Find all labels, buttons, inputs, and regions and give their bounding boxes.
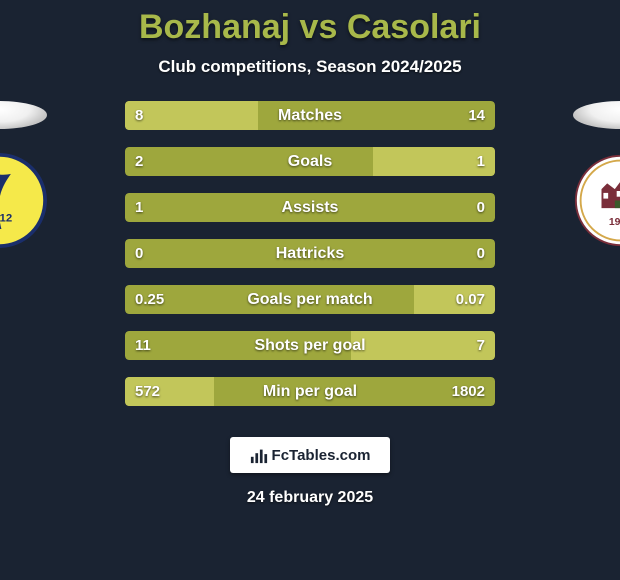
footer-date: 24 february 2025 xyxy=(0,489,620,507)
stat-label: Hattricks xyxy=(125,239,495,268)
page-subtitle: Club competitions, Season 2024/2025 xyxy=(0,57,620,77)
stat-label: Matches xyxy=(125,101,495,130)
player-left-ellipse xyxy=(0,101,47,129)
stat-label: Assists xyxy=(125,193,495,222)
stat-label: Goals per match xyxy=(125,285,495,314)
stat-label: Goals xyxy=(125,147,495,176)
svg-text:1973: 1973 xyxy=(609,217,620,228)
svg-text:1912: 1912 xyxy=(0,212,12,224)
stat-label: Shots per goal xyxy=(125,331,495,360)
stat-row: 21Goals xyxy=(125,147,495,176)
stat-label: Min per goal xyxy=(125,377,495,406)
stat-row: 0.250.07Goals per match xyxy=(125,285,495,314)
team-badge-left: 1912 xyxy=(0,153,47,248)
stat-row: 117Shots per goal xyxy=(125,331,495,360)
stat-row: 5721802Min per goal xyxy=(125,377,495,406)
stats-bars-container: 814Matches 21Goals 10Assists 00Hattricks 0.2… xyxy=(125,101,495,423)
site-logo-text: FcTables.com xyxy=(272,447,371,464)
stats-area: 1912 1973 814Matches 21Goals 10Assists 00Ha… xyxy=(0,101,620,423)
stat-row: 10Assists xyxy=(125,193,495,222)
site-logo[interactable]: FcTables.com xyxy=(230,437,390,473)
page-title: Bozhanaj vs Casolari xyxy=(0,0,620,47)
player-right-ellipse xyxy=(573,101,620,129)
stat-row: 814Matches xyxy=(125,101,495,130)
team-badge-right: 1973 xyxy=(573,153,620,248)
stat-row: 00Hattricks xyxy=(125,239,495,268)
chart-icon xyxy=(250,446,268,464)
